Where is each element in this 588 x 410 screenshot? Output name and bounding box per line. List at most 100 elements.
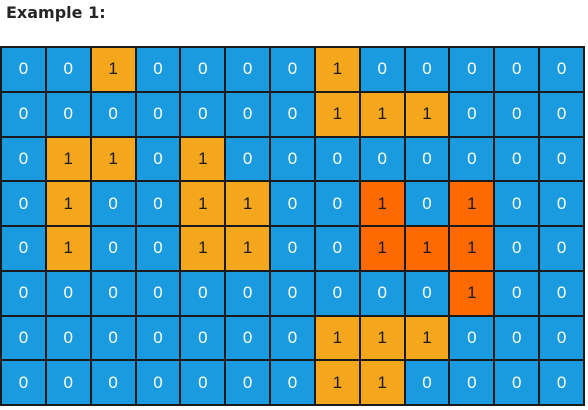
water-cell: 0 — [136, 316, 182, 362]
land-cell: 1 — [315, 316, 361, 362]
land-cell: 1 — [226, 227, 272, 272]
water-cell: 0 — [136, 92, 182, 138]
land-cell: 1 — [360, 316, 406, 362]
water-cell: 0 — [405, 182, 451, 227]
land-cell: 1 — [315, 361, 361, 406]
water-cell: 0 — [450, 48, 496, 93]
water-cell: 0 — [2, 361, 47, 406]
example-title: Example 1: — [6, 3, 106, 22]
water-cell: 0 — [181, 361, 227, 406]
water-cell: 0 — [540, 137, 585, 183]
water-cell: 0 — [540, 182, 585, 227]
water-cell: 0 — [2, 271, 47, 317]
water-cell: 0 — [540, 48, 585, 93]
land-cell: 1 — [360, 361, 406, 406]
water-cell: 0 — [271, 316, 316, 362]
land-cell: 1 — [46, 137, 92, 183]
water-cell: 0 — [271, 182, 316, 227]
water-cell: 0 — [405, 48, 451, 93]
water-cell: 0 — [91, 92, 137, 138]
highlighted-land-cell: 1 — [360, 182, 406, 227]
land-cell: 1 — [181, 137, 227, 183]
water-cell: 0 — [271, 137, 316, 183]
water-cell: 0 — [495, 227, 541, 272]
water-cell: 0 — [271, 48, 316, 93]
water-cell: 0 — [226, 271, 272, 317]
water-cell: 0 — [405, 361, 451, 406]
water-cell: 0 — [136, 182, 182, 227]
water-cell: 0 — [181, 316, 227, 362]
land-cell: 1 — [181, 182, 227, 227]
water-cell: 0 — [450, 137, 496, 183]
water-cell: 0 — [495, 48, 541, 93]
water-cell: 0 — [46, 92, 92, 138]
land-cell: 1 — [46, 227, 92, 272]
water-cell: 0 — [226, 316, 272, 362]
water-cell: 0 — [450, 92, 496, 138]
water-cell: 0 — [540, 316, 585, 362]
water-cell: 0 — [226, 92, 272, 138]
water-cell: 0 — [540, 227, 585, 272]
water-cell: 0 — [405, 271, 451, 317]
water-cell: 0 — [495, 316, 541, 362]
water-cell: 0 — [271, 92, 316, 138]
land-cell: 1 — [91, 48, 137, 93]
water-cell: 0 — [315, 137, 361, 183]
water-cell: 0 — [271, 361, 316, 406]
water-cell: 0 — [450, 316, 496, 362]
water-cell: 0 — [46, 361, 92, 406]
water-cell: 0 — [91, 316, 137, 362]
water-cell: 0 — [136, 361, 182, 406]
water-cell: 0 — [136, 48, 182, 93]
water-cell: 0 — [315, 182, 361, 227]
water-cell: 0 — [495, 182, 541, 227]
land-cell: 1 — [360, 92, 406, 138]
land-cell: 1 — [46, 182, 92, 227]
land-cell: 1 — [405, 92, 451, 138]
water-cell: 0 — [136, 227, 182, 272]
water-cell: 0 — [271, 227, 316, 272]
water-cell: 0 — [540, 92, 585, 138]
water-cell: 0 — [405, 137, 451, 183]
water-cell: 0 — [136, 137, 182, 183]
water-cell: 0 — [495, 271, 541, 317]
land-cell: 1 — [91, 137, 137, 183]
water-cell: 0 — [540, 271, 585, 317]
water-cell: 0 — [91, 361, 137, 406]
water-cell: 0 — [2, 92, 47, 138]
water-cell: 0 — [136, 271, 182, 317]
highlighted-land-cell: 1 — [450, 271, 496, 317]
water-cell: 0 — [181, 92, 227, 138]
water-cell: 0 — [2, 316, 47, 362]
water-cell: 0 — [46, 48, 92, 93]
water-cell: 0 — [181, 48, 227, 93]
water-cell: 0 — [2, 48, 47, 93]
water-cell: 0 — [91, 271, 137, 317]
water-cell: 0 — [2, 227, 47, 272]
water-cell: 0 — [226, 361, 272, 406]
water-cell: 0 — [226, 48, 272, 93]
water-cell: 0 — [226, 137, 272, 183]
highlighted-land-cell: 1 — [360, 227, 406, 272]
water-cell: 0 — [315, 227, 361, 272]
water-cell: 0 — [360, 48, 406, 93]
water-cell: 0 — [315, 271, 361, 317]
water-cell: 0 — [495, 137, 541, 183]
water-cell: 0 — [271, 271, 316, 317]
land-cell: 1 — [181, 227, 227, 272]
water-cell: 0 — [495, 92, 541, 138]
water-cell: 0 — [91, 227, 137, 272]
water-cell: 0 — [360, 271, 406, 317]
land-cell: 1 — [315, 92, 361, 138]
water-cell: 0 — [2, 137, 47, 183]
water-cell: 0 — [2, 182, 47, 227]
water-cell: 0 — [360, 137, 406, 183]
land-cell: 1 — [315, 48, 361, 93]
water-cell: 0 — [495, 361, 541, 406]
water-cell: 0 — [540, 361, 585, 406]
water-cell: 0 — [181, 271, 227, 317]
land-cell: 1 — [405, 316, 451, 362]
water-cell: 0 — [450, 361, 496, 406]
highlighted-land-cell: 1 — [405, 227, 451, 272]
